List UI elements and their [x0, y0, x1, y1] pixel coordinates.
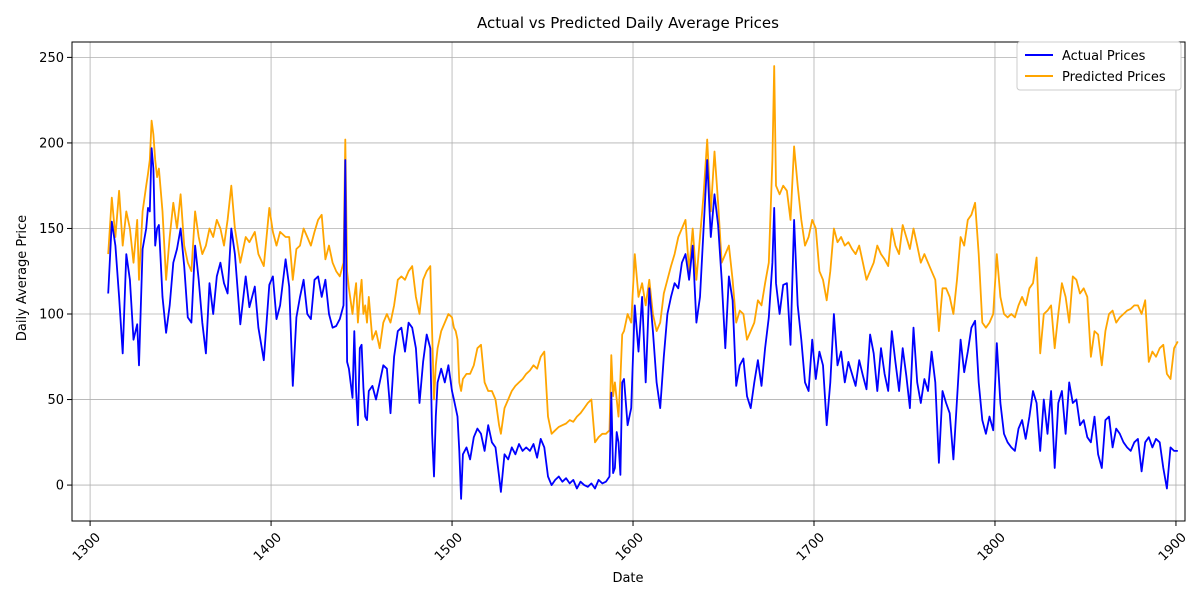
x-tick-label: 1800	[975, 530, 1009, 564]
x-axis-ticks: 1300 1400 1500 1600 1700 1800 1900	[70, 521, 1190, 564]
legend: Actual Prices Predicted Prices	[1016, 41, 1182, 91]
y-axis-ticks: 0 50 100 150 200 250	[39, 51, 72, 494]
legend-label-actual: Actual Prices	[1062, 49, 1146, 64]
series-line-predicted	[107, 65, 1179, 444]
x-tick-label: 1700	[794, 530, 828, 564]
grid-lines	[72, 42, 1185, 521]
y-tick-label: 0	[56, 479, 64, 494]
x-axis-label: Date	[612, 571, 643, 586]
x-tick-label: 1900	[1156, 530, 1190, 564]
y-tick-label: 200	[39, 136, 64, 151]
x-tick-label: 1600	[613, 530, 647, 564]
chart-title: Actual vs Predicted Daily Average Prices	[477, 14, 779, 32]
y-tick-label: 250	[39, 51, 64, 66]
legend-label-predicted: Predicted Prices	[1062, 70, 1166, 85]
series-line-actual	[107, 147, 1178, 500]
legend-box	[1016, 41, 1182, 91]
x-tick-label: 1500	[432, 530, 466, 564]
x-tick-label: 1300	[70, 530, 104, 564]
y-tick-label: 150	[39, 222, 64, 237]
y-tick-label: 100	[39, 308, 64, 323]
plot-frame	[71, 41, 1186, 522]
y-axis-label: Daily Average Price	[15, 215, 30, 341]
y-tick-label: 50	[47, 393, 64, 408]
x-tick-label: 1400	[251, 530, 285, 564]
plot-area	[107, 65, 1179, 500]
